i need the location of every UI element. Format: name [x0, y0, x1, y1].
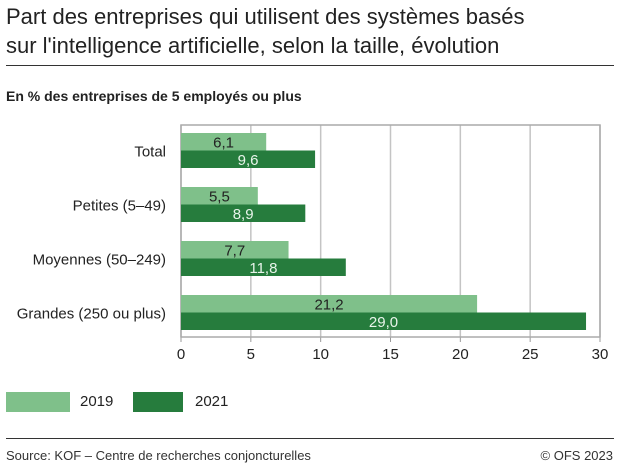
title-line: sur l'intelligence artificielle, selon l… [6, 33, 500, 58]
x-tick-label: 30 [592, 346, 609, 363]
legend-swatch-2019 [6, 392, 70, 412]
data-label: 9,6 [238, 152, 259, 169]
x-tick-label: 20 [452, 346, 469, 363]
divider [6, 438, 614, 439]
x-tick-label: 25 [522, 346, 539, 363]
category-label: Grandes (250 ou plus) [17, 306, 166, 323]
bar-2021 [181, 150, 316, 168]
bar-2021 [181, 258, 346, 276]
data-label: 21,2 [314, 297, 343, 314]
x-tick-label: 10 [312, 346, 329, 363]
bar-2019 [181, 187, 258, 205]
category-label: Moyennes (50–249) [33, 252, 166, 269]
data-label: 6,1 [213, 135, 234, 152]
chart-subtitle: En % des entreprises de 5 employés ou pl… [6, 88, 302, 104]
x-tick-label: 5 [247, 346, 255, 363]
category-label: Total [134, 144, 166, 161]
divider [6, 65, 614, 66]
category-label: Petites (5–49) [73, 198, 166, 215]
x-tick-label: 0 [177, 346, 185, 363]
data-label: 7,7 [224, 243, 245, 260]
data-label: 29,0 [369, 314, 398, 331]
bar-2019 [181, 241, 289, 259]
bar-2021 [181, 204, 306, 222]
bar-2019 [181, 133, 267, 151]
plot-frame [180, 124, 601, 338]
data-label: 8,9 [233, 206, 254, 223]
x-tick-label: 15 [382, 346, 399, 363]
legend-label-2019: 2019 [80, 393, 114, 410]
bar-2019 [181, 295, 478, 313]
chart-title: Part des entreprises qui utilisent des s… [6, 2, 616, 60]
bar-2021 [181, 312, 587, 330]
data-label: 5,5 [209, 189, 230, 206]
copyright: © OFS 2023 [540, 448, 613, 463]
title-line: Part des entreprises qui utilisent des s… [6, 4, 525, 29]
legend-label-2021: 2021 [195, 393, 229, 410]
legend-swatch-2021 [133, 392, 183, 412]
source-note: Source: KOF – Centre de recherches conjo… [6, 448, 311, 463]
data-label: 11,8 [249, 260, 277, 277]
